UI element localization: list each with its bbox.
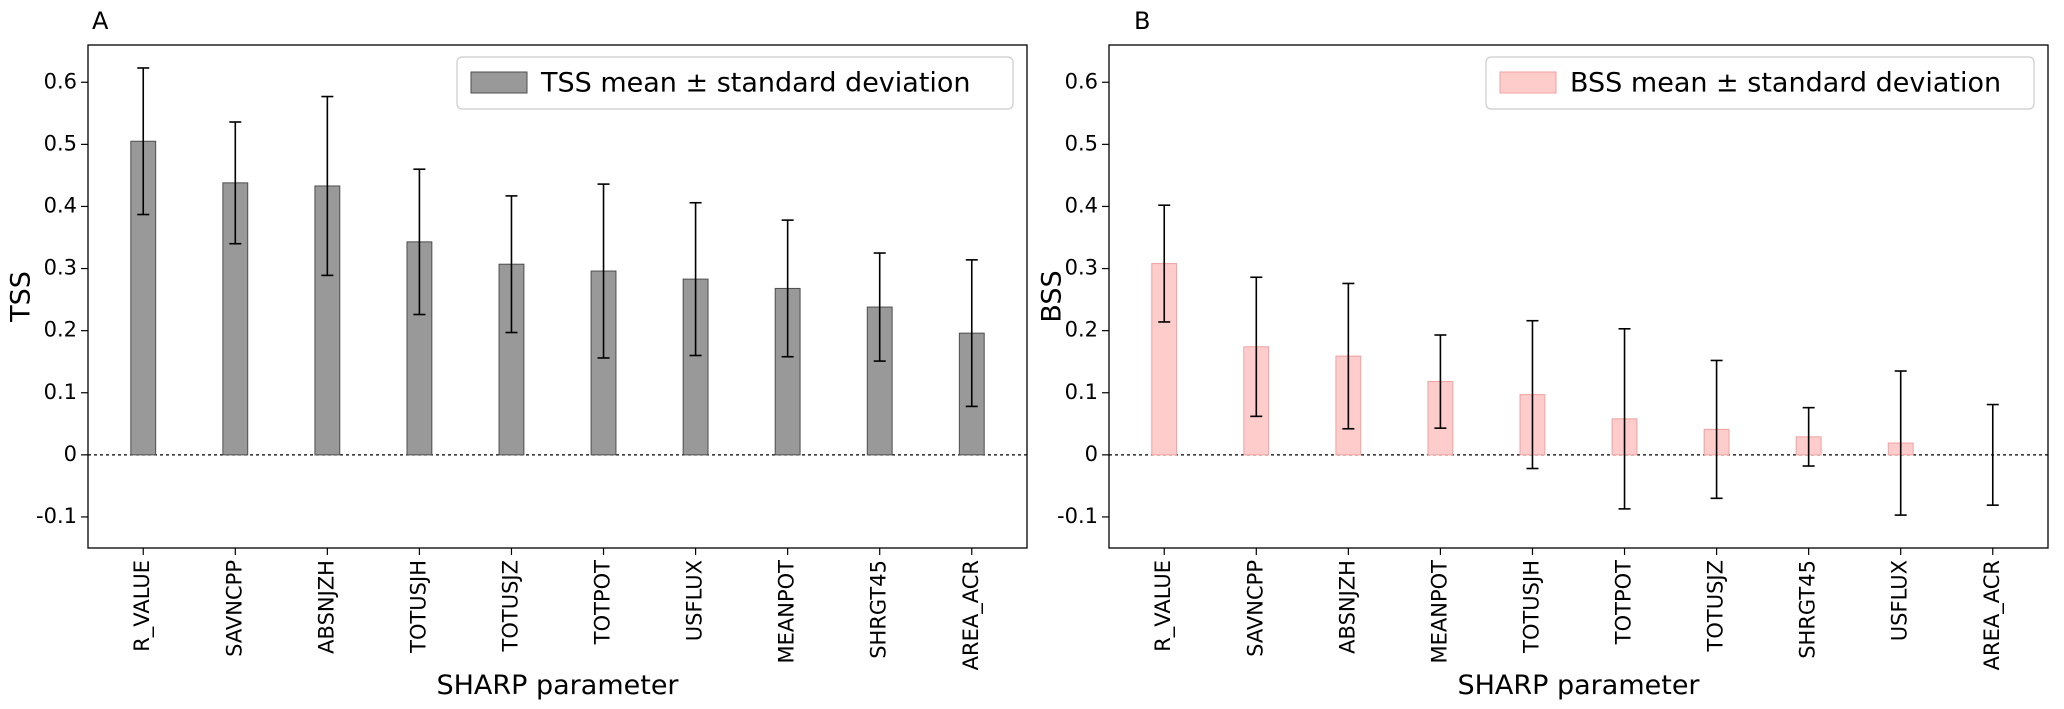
error-bar-r_value bbox=[137, 67, 150, 216]
y-axis-title: BSS bbox=[1037, 270, 1068, 322]
y-tick-label: 0.3 bbox=[1065, 256, 1098, 280]
x-tick-label-meanpot: MEANPOT bbox=[1427, 560, 1451, 664]
x-tick-label-area_acr: AREA_ACR bbox=[1980, 560, 2005, 670]
chart-panel-a: A -0.1 0 0.1 0.2 0.3 0.4 0.5 0.6 R_VALUE SAVNCPP AB… bbox=[6, 7, 1028, 701]
y-tick-label: 0 bbox=[1085, 442, 1098, 466]
error-bar-totusjh bbox=[1526, 319, 1539, 470]
x-tick-label-usflux: USFLUX bbox=[1888, 560, 1912, 641]
x-tick-label-r_value: R_VALUE bbox=[130, 560, 155, 652]
x-axis-title: SHARP parameter bbox=[436, 670, 679, 701]
x-tick-label-absnjzh: ABSNJZH bbox=[314, 560, 338, 654]
error-bar-r_value bbox=[1158, 204, 1171, 323]
y-tick-label: 0.1 bbox=[44, 380, 77, 404]
error-bar-totpot bbox=[1618, 327, 1631, 510]
x-tick-label-totpot: TOTPOT bbox=[591, 560, 615, 645]
y-tick-label: 0.6 bbox=[1065, 69, 1098, 93]
x-tick-label-totusjh: TOTUSJH bbox=[1519, 560, 1543, 654]
x-tick-label-totpot: TOTPOT bbox=[1612, 560, 1636, 645]
error-bar-absnjzh bbox=[1342, 282, 1355, 430]
x-tick-label-r_value: R_VALUE bbox=[1151, 560, 1176, 652]
y-tick-label: 0.3 bbox=[44, 256, 77, 280]
error-bar-totpot bbox=[597, 183, 610, 359]
legend-label: BSS mean ± standard deviation bbox=[1570, 68, 2001, 99]
legend-swatch bbox=[1499, 71, 1557, 94]
error-bar-absnjzh bbox=[321, 95, 334, 277]
y-tick-label: -0.1 bbox=[1057, 504, 1098, 528]
y-tick-label: 0.6 bbox=[44, 69, 77, 93]
legend-label: TSS mean ± standard deviation bbox=[540, 68, 971, 99]
y-axis-title: TSS bbox=[6, 271, 37, 323]
x-tick-label-usflux: USFLUX bbox=[683, 560, 707, 641]
y-tick-label: 0.4 bbox=[1065, 193, 1098, 217]
y-tick-label: 0.4 bbox=[44, 193, 77, 217]
legend: BSS mean ± standard deviation bbox=[1485, 56, 2035, 110]
error-bar-shrgt45 bbox=[873, 252, 886, 362]
x-tick-label-savncpp: SAVNCPP bbox=[222, 560, 246, 657]
error-bar-meanpot bbox=[781, 219, 794, 358]
x-tick-label-totusjz: TOTUSJZ bbox=[498, 560, 522, 652]
legend-box bbox=[456, 56, 1014, 110]
panel-letter: A bbox=[92, 7, 109, 35]
y-tick-label: 0.2 bbox=[44, 318, 77, 342]
x-tick-label-area_acr: AREA_ACR bbox=[959, 560, 984, 670]
x-tick-label-shrgt45: SHRGT45 bbox=[867, 560, 891, 659]
error-bar-totusjz bbox=[1710, 359, 1723, 500]
error-bar-totusjh bbox=[413, 168, 426, 316]
panel-letter: B bbox=[1134, 7, 1150, 35]
x-axis-title: SHARP parameter bbox=[1457, 670, 1700, 701]
x-tick-label-totusjh: TOTUSJH bbox=[406, 560, 430, 654]
error-bar-area_acr bbox=[1986, 403, 1999, 506]
y-tick-label: 0.5 bbox=[1065, 131, 1098, 155]
y-tick-label: 0.5 bbox=[44, 131, 77, 155]
plot-frame bbox=[1108, 44, 2049, 549]
error-bar-totusjz bbox=[505, 195, 518, 334]
error-bar-shrgt45 bbox=[1802, 406, 1815, 467]
error-bar-savncpp bbox=[229, 121, 242, 245]
plot-frame bbox=[87, 44, 1028, 549]
error-bar-meanpot bbox=[1434, 334, 1447, 429]
y-tick-label: 0 bbox=[64, 442, 77, 466]
error-bar-area_acr bbox=[965, 259, 978, 408]
x-tick-label-totusjz: TOTUSJZ bbox=[1704, 560, 1728, 652]
x-tick-label-absnjzh: ABSNJZH bbox=[1335, 560, 1359, 654]
y-tick-label: 0.2 bbox=[1065, 318, 1098, 342]
legend-box bbox=[1485, 56, 2035, 110]
x-tick-label-savncpp: SAVNCPP bbox=[1243, 560, 1267, 657]
chart-panel-b: B -0.1 0 0.1 0.2 0.3 0.4 0.5 0.6 R_VALUE SAVNCPP AB… bbox=[1037, 7, 2049, 701]
error-bar-savncpp bbox=[1250, 276, 1263, 418]
error-bar-usflux bbox=[1894, 370, 1907, 516]
y-tick-label: -0.1 bbox=[36, 504, 77, 528]
legend: TSS mean ± standard deviation bbox=[456, 56, 1014, 110]
error-bar-usflux bbox=[689, 201, 702, 357]
x-tick-label-meanpot: MEANPOT bbox=[775, 560, 799, 664]
x-tick-label-shrgt45: SHRGT45 bbox=[1796, 560, 1820, 659]
legend-swatch bbox=[470, 71, 528, 94]
y-tick-label: 0.1 bbox=[1065, 380, 1098, 404]
